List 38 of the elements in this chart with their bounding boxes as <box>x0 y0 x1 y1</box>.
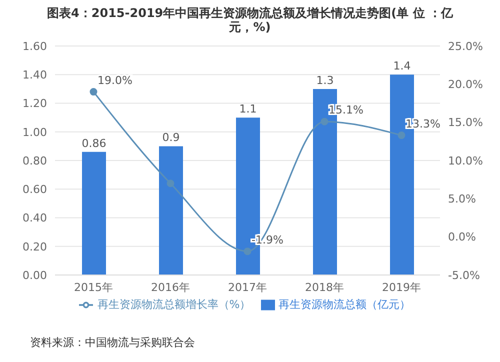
y2-tick-label: -5.0% <box>448 268 480 282</box>
bar <box>82 152 106 275</box>
y-tick-label: 0.00 <box>22 268 47 282</box>
point <box>398 132 406 140</box>
data-label: 1.3 <box>316 74 334 87</box>
y2-tick-label: 5.0% <box>448 192 476 206</box>
y2-tick-label: 25.0% <box>448 40 483 53</box>
y-tick-label: 1.40 <box>22 68 47 82</box>
x-tick-label: 2017年 <box>228 280 267 294</box>
y2-tick-label: 0.0% <box>448 230 476 244</box>
data-label: 19.0% <box>98 74 132 87</box>
x-tick-label: 2016年 <box>151 280 190 294</box>
point <box>90 88 98 96</box>
data-label: 1.4 <box>393 60 411 73</box>
y-tick-label: 0.80 <box>22 154 47 168</box>
point <box>320 118 328 126</box>
y-tick-label: 0.20 <box>22 240 47 254</box>
legend-label: 再生资源物流总额（亿元） <box>278 298 411 311</box>
x-tick-label: 2015年 <box>74 280 113 294</box>
data-label: 0.86 <box>82 136 106 150</box>
y-tick-label: 1.60 <box>22 40 47 53</box>
y-tick-label: 0.60 <box>22 183 47 196</box>
y2-tick-label: 15.0% <box>448 116 483 130</box>
y2-tick-label: 10.0% <box>448 154 483 168</box>
y2-tick-label: 20.0% <box>448 78 483 92</box>
bar <box>159 146 183 275</box>
chart-title: 图表4：2015-2019年中国再生资源物流总额及增长情况走势图(单 位 ：亿元，%) <box>46 6 454 34</box>
data-label: 0.9 <box>162 131 180 144</box>
x-tick-label: 2019年 <box>382 280 421 294</box>
data-label: 1.1 <box>239 102 257 116</box>
y-tick-label: 1.00 <box>22 126 47 139</box>
y-tick-label: 1.20 <box>22 97 47 110</box>
legend-label: 再生资源物流总额增长率（%） <box>97 298 251 311</box>
x-tick-label: 2018年 <box>305 280 344 294</box>
point <box>244 248 252 256</box>
text: 资料来源：中国物流与采购联合会 <box>30 335 195 350</box>
point <box>166 180 174 188</box>
y-tick-label: 0.40 <box>22 212 47 225</box>
